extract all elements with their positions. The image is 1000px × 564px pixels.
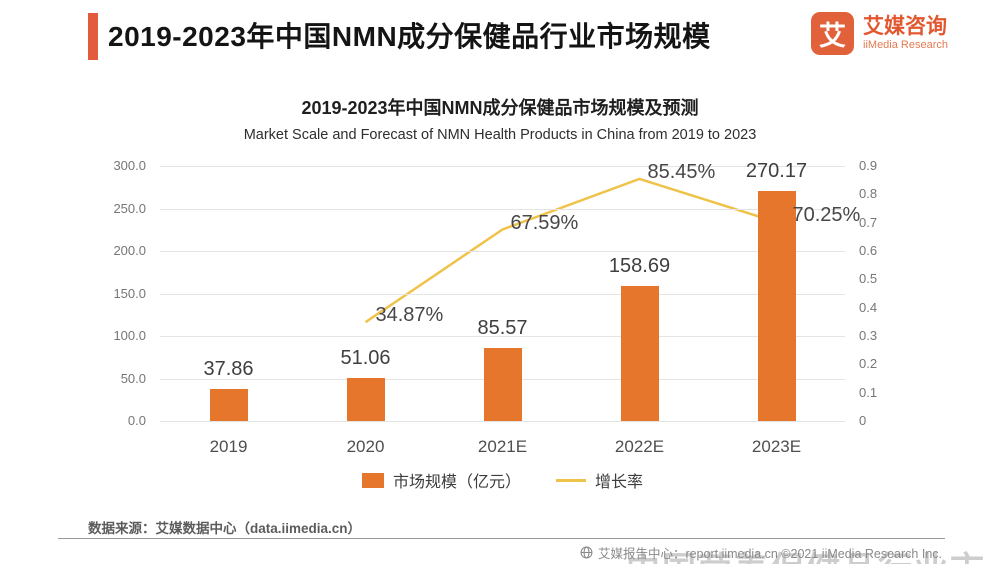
right-axis-tick: 0.8 (859, 186, 878, 202)
x-axis-label: 2021E (477, 437, 528, 456)
growth-rate-polyline (364, 177, 777, 324)
market-scale-bar (483, 348, 522, 421)
left-axis-tick: 150.0 (113, 285, 146, 301)
bar-value-label: 270.17 (745, 160, 808, 183)
bar-value-label: 37.86 (203, 357, 254, 380)
left-axis-tick: 250.0 (113, 200, 146, 216)
growth-rate-label: 70.25% (792, 203, 861, 226)
right-axis-tick: 0 (859, 413, 867, 428)
right-axis-tick: 0.5 (859, 271, 878, 287)
market-scale-bar (209, 388, 248, 421)
growth-rate-label: 34.87% (375, 304, 444, 327)
legend-line-label: 增长率 (595, 474, 644, 491)
market-scale-bar (620, 286, 659, 421)
right-axis-tick: 0.7 (859, 214, 878, 230)
legend-line-swatch (556, 478, 586, 482)
right-axis-tick: 0.2 (859, 356, 878, 372)
brand-subtitle: iiMedia Research (863, 39, 948, 51)
right-axis-tick: 0.3 (859, 328, 878, 343)
left-axis-tick: 100.0 (113, 328, 146, 343)
x-axis-label: 2022E (614, 437, 665, 456)
title-accent-bar (88, 13, 98, 60)
gridline (160, 251, 845, 252)
left-axis-tick: 50.0 (120, 370, 146, 386)
page-title: 2019-2023年中国NMN成分保健品行业市场规模 (108, 21, 711, 52)
gridline (160, 421, 845, 422)
right-axis-tick: 0.6 (859, 243, 878, 258)
footer-divider (58, 538, 945, 539)
market-scale-bar (346, 377, 385, 421)
bar-value-label: 158.69 (608, 255, 671, 278)
brand-icon-glyph: 艾 (819, 21, 847, 51)
right-axis-tick: 0.9 (859, 158, 878, 173)
left-axis-tick: 0.0 (127, 413, 146, 428)
legend-bar-swatch (361, 472, 384, 488)
left-axis-tick: 300.0 (113, 158, 146, 173)
report-footer: 艾媒报告中心：report.iimedia.cn ©2021 iiMedia R… (580, 543, 942, 562)
brand-logo-icon: 艾 (811, 12, 855, 55)
gridline (160, 208, 845, 210)
chart-legend: 市场规模（亿元） 增长率 (160, 468, 845, 492)
left-axis-tick: 200.0 (113, 243, 146, 258)
gridline (160, 336, 845, 337)
market-scale-bar (757, 191, 796, 421)
x-axis-label: 2019 (209, 437, 248, 456)
growth-rate-label: 85.45% (647, 160, 716, 183)
right-axis-tick: 0.4 (859, 299, 878, 315)
brand-name: 艾媒咨询 (863, 15, 948, 38)
growth-rate-label: 67.59% (510, 212, 579, 235)
bar-value-label: 85.57 (477, 317, 528, 340)
cropped-watermark-text: 中国营养保健品行业市场 (626, 551, 1000, 564)
x-axis-label: 2023E (751, 437, 802, 456)
chart-title-cn: 2019-2023年中国NMN成分保健品市场规模及预测 (301, 98, 699, 118)
growth-rate-line-chart (364, 177, 777, 324)
globe-icon (580, 546, 593, 559)
brand-logo: 艾 艾媒咨询 iiMedia Research (811, 12, 948, 55)
brand-text: 艾媒咨询 iiMedia Research (863, 15, 948, 52)
legend-bar-label: 市场规模（亿元） (392, 474, 521, 491)
gridline (160, 166, 845, 167)
chart-title-en: Market Scale and Forecast of NMN Health … (243, 127, 757, 143)
report-footer-text: 艾媒报告中心：report.iimedia.cn ©2021 iiMedia R… (597, 547, 942, 561)
plot-area: 300.0 250.0 200.0 150.0 100.0 50.0 0.0 0.9 0.8 0.… (113, 158, 877, 456)
bar-value-label: 51.06 (340, 346, 391, 369)
gridline (160, 293, 845, 295)
data-source-note: 数据来源：艾媒数据中心（data.iimedia.cn） (88, 521, 362, 536)
right-axis-tick: 0.1 (859, 384, 878, 400)
x-axis-label: 2020 (346, 437, 385, 456)
